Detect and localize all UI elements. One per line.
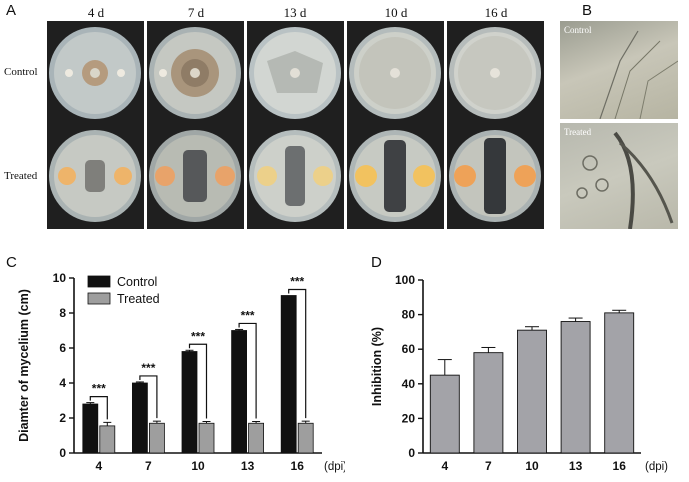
bar-treated [148, 422, 165, 454]
y-tick-label: 6 [59, 341, 66, 355]
bar-treated [248, 422, 265, 454]
x-tick-label: 16 [613, 459, 627, 473]
bar-control [280, 295, 297, 454]
plate-treated-10d [347, 124, 444, 229]
y-tick-label: 40 [402, 377, 416, 391]
bar-inhibition [473, 352, 504, 454]
day-label-3: 13 d [283, 5, 307, 20]
micrograph-treated-label: Treated [564, 127, 592, 137]
significance-bracket [188, 343, 208, 419]
plate-control-16d [447, 21, 544, 126]
row-label-control: Control [4, 66, 38, 78]
day-label-1: 4 d [87, 5, 105, 20]
x-tick-label: 16 [291, 459, 305, 473]
significance-bracket [139, 375, 158, 419]
x-tick-label: 4 [95, 459, 102, 473]
y-tick-label: 60 [402, 342, 416, 356]
bar-control [82, 403, 99, 454]
bar-inhibition [517, 329, 547, 454]
legend-label-control: Control [117, 275, 157, 289]
x-tick-label: 13 [241, 459, 255, 473]
plate-control-7d [147, 21, 244, 126]
bar-control [231, 330, 248, 454]
significance-bracket [288, 288, 307, 419]
bar-inhibition [604, 312, 635, 454]
micrograph-treated: Treated [560, 123, 678, 229]
row-label-treated: Treated [4, 170, 38, 182]
plate-treated-13d [247, 124, 344, 229]
bar-inhibition [429, 374, 460, 454]
x-tick-label: 7 [485, 459, 492, 473]
plate-control-4d [47, 21, 144, 126]
y-tick-label: 2 [59, 411, 66, 425]
plate-control-13d [247, 21, 344, 126]
legend-swatch-treated [87, 292, 111, 305]
plate-treated-4d [47, 124, 144, 229]
micrograph-control: Control [560, 21, 678, 119]
day-label-5: 16 d [484, 5, 508, 20]
x-tick-label: 4 [441, 459, 448, 473]
bar-control [131, 382, 148, 454]
significance-label: *** [141, 361, 155, 375]
bar-inhibition [560, 321, 591, 454]
micrograph-control-label: Control [564, 25, 592, 35]
bar-treated [198, 422, 215, 454]
chart-inhibition: 0 20 40 60 80 100 Inhibition (%) 4 7 10 13 16 (dpi) [370, 273, 668, 473]
x-tick-label: 7 [145, 459, 152, 473]
significance-bracket [89, 396, 108, 420]
panel-c-letter: C [6, 254, 17, 271]
y-tick-label: 0 [59, 446, 66, 460]
y-tick-label: 100 [395, 273, 415, 287]
significance-label: *** [191, 329, 205, 343]
significance-label: *** [290, 275, 304, 289]
x-unit-label: (dpi) [645, 461, 668, 473]
y-tick-label: 8 [59, 306, 66, 320]
y-axis-title: Inhibition (%) [370, 327, 384, 406]
chart-mycelium-diameter: 0 2 4 6 8 10 Diamter of mycelium (cm) *** 4 *** 7 *… [17, 271, 345, 473]
x-tick-label: 10 [191, 459, 205, 473]
plate-treated-16d [447, 124, 544, 229]
x-unit-label: (dpi) [324, 461, 345, 473]
day-label-4: 10 d [384, 5, 408, 20]
plate-control-10d [347, 21, 444, 126]
bar-control [181, 351, 198, 454]
y-tick-label: 10 [53, 271, 67, 285]
legend-label-treated: Treated [117, 292, 160, 306]
x-tick-label: 10 [525, 459, 539, 473]
y-tick-label: 4 [59, 376, 66, 390]
plate-treated-7d [147, 124, 244, 229]
bar-treated [297, 422, 314, 454]
panel-b-letter: B [582, 2, 593, 19]
y-tick-label: 80 [402, 308, 416, 322]
y-axis-title: Diamter of mycelium (cm) [17, 289, 31, 442]
y-tick-label: 0 [408, 446, 415, 460]
y-tick-label: 20 [402, 411, 416, 425]
day-label-2: 7 d [187, 5, 205, 20]
x-tick-label: 13 [569, 459, 583, 473]
legend-swatch-control [87, 275, 111, 288]
panel-d-letter: D [371, 254, 382, 271]
panel-a-letter: A [6, 2, 17, 19]
significance-label: *** [92, 382, 106, 396]
significance-label: *** [241, 308, 255, 322]
significance-bracket [238, 322, 257, 419]
bar-treated [99, 425, 116, 454]
